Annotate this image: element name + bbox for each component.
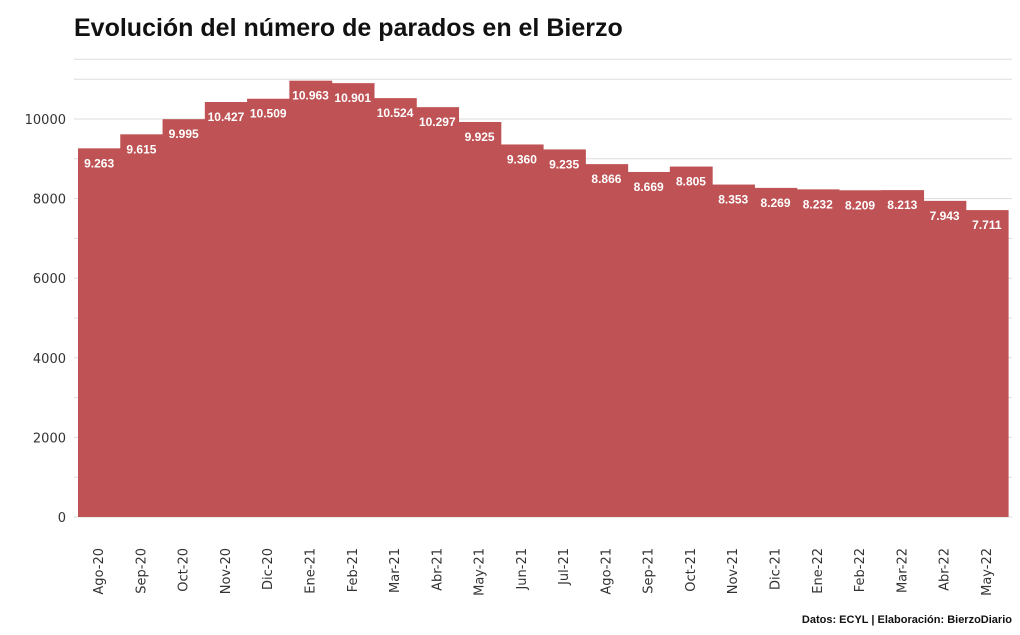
bars [78, 80, 1009, 518]
bar [331, 83, 375, 517]
data-label: 8.213 [887, 198, 917, 212]
x-tick-label: May-21 [473, 548, 488, 596]
bar [458, 121, 502, 518]
bar [923, 200, 967, 518]
bar [162, 119, 206, 517]
y-tick-label: 4000 [33, 352, 66, 367]
data-label: 10.427 [208, 110, 245, 124]
chart-title: Evolución del número de parados en el Bi… [74, 14, 623, 42]
x-tick-label: Ene-21 [304, 548, 319, 594]
x-tick-label: Feb-22 [853, 548, 868, 592]
y-tick-label: 6000 [33, 272, 66, 287]
y-tick-label: 8000 [33, 193, 66, 208]
x-tick-label: Ene-22 [811, 548, 826, 594]
y-tick-label: 0 [58, 511, 66, 526]
x-tick-label: Jul-21 [557, 548, 572, 586]
bar [585, 164, 629, 518]
x-tick-label: Ago-20 [92, 548, 107, 595]
data-label: 9.360 [507, 152, 537, 166]
data-label: 8.209 [845, 198, 875, 212]
data-label: 7.943 [930, 209, 960, 223]
bar [712, 184, 755, 517]
x-tick-label: Jun-21 [515, 548, 530, 591]
data-label: 10.901 [334, 91, 371, 105]
x-tick-label: Oct-20 [177, 548, 192, 592]
data-label: 9.995 [169, 127, 199, 141]
x-tick-label: Nov-20 [219, 548, 234, 594]
data-label: 9.925 [465, 130, 495, 144]
x-tick-label: Dic-20 [261, 548, 276, 590]
data-label: 8.866 [591, 172, 621, 186]
data-label: 10.524 [377, 106, 414, 120]
data-label: 8.232 [803, 197, 833, 211]
data-label: 7.711 [972, 218, 1002, 232]
bar [543, 149, 586, 517]
x-axis: Ago-20 Sep-20 Oct-20 Nov-20 Dic-20 Ene-21 Feb-… [92, 548, 995, 596]
data-label: 8.353 [718, 193, 748, 207]
data-label: 8.805 [676, 175, 706, 189]
data-label: 10.297 [419, 115, 456, 129]
x-tick-label: Oct-21 [684, 548, 699, 592]
x-tick-label: Sep-20 [134, 548, 149, 594]
x-tick-label: Sep-21 [642, 548, 657, 594]
bar [416, 107, 460, 518]
bar [627, 171, 671, 517]
data-label: 9.235 [549, 157, 579, 171]
data-labels: 9.263 9.615 9.995 10.427 10.509 10.963 10.901 1… [84, 89, 1002, 232]
x-tick-label: Abr-22 [938, 548, 953, 591]
bar [120, 134, 164, 517]
bar [247, 98, 290, 518]
data-label: 10.963 [292, 89, 329, 103]
x-tick-label: May-22 [980, 548, 995, 596]
y-tick-label: 2000 [33, 431, 66, 446]
x-tick-label: Mar-21 [388, 548, 403, 593]
bar [838, 190, 882, 517]
bar [204, 102, 248, 517]
x-tick-label: Abr-21 [430, 548, 445, 591]
x-tick-label: Feb-21 [346, 548, 361, 592]
bar [78, 148, 121, 518]
bar [965, 210, 1009, 517]
data-label: 10.509 [250, 107, 287, 121]
bar [754, 187, 798, 517]
y-tick-label: 10000 [25, 113, 66, 128]
data-label: 8.669 [634, 180, 664, 194]
x-tick-label: Nov-21 [726, 548, 741, 594]
bar [373, 98, 417, 517]
source-credit: Datos: ECYL | Elaboración: BierzoDiario [801, 614, 1012, 626]
data-label: 9.263 [84, 156, 114, 170]
x-tick-label: Dic-21 [769, 548, 784, 590]
data-label: 8.269 [760, 196, 790, 210]
bar [796, 189, 840, 517]
x-tick-label: Ago-21 [599, 548, 614, 595]
bar [289, 80, 333, 517]
x-tick-label: Mar-22 [895, 548, 910, 593]
y-axis: 0 2000 4000 6000 8000 10000 [25, 113, 66, 526]
bar [881, 190, 925, 517]
data-label: 9.615 [126, 142, 156, 156]
bar [500, 144, 544, 518]
bar [669, 166, 713, 517]
